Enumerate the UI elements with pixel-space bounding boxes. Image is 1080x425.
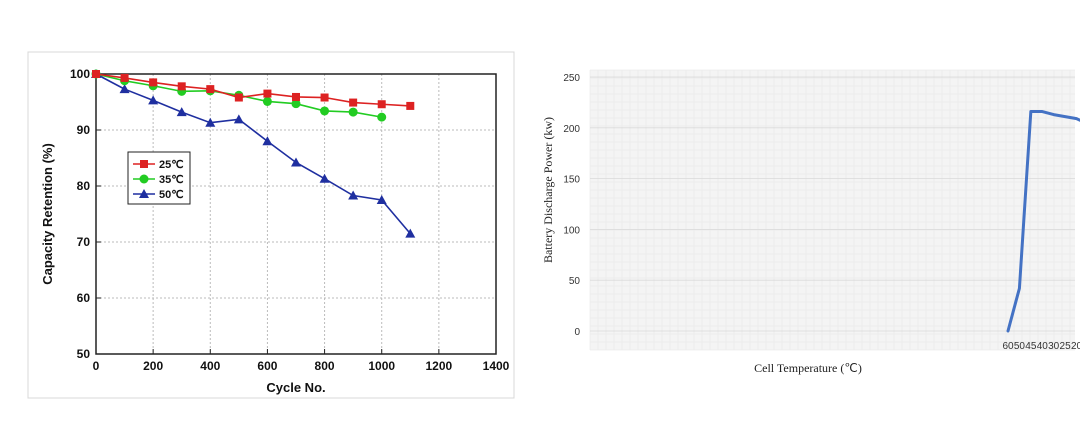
chart1-x-tick-label: 1000 (368, 359, 395, 373)
chart1-data-point-0 (320, 93, 329, 102)
chart1-data-point-2 (319, 173, 330, 183)
chart1-data-point-1 (291, 99, 301, 109)
chart2-x-axis-label: Cell Temperature (℃) (754, 361, 862, 375)
chart2-x-tick-label: 40 (1037, 341, 1049, 352)
chart1-x-tick-label: 600 (257, 359, 277, 373)
chart1-data-point-0 (377, 100, 386, 109)
chart1-x-tick-label: 200 (143, 359, 163, 373)
chart2-y-tick-label: 250 (563, 73, 580, 84)
chart2-y-tick-label: 100 (563, 225, 580, 236)
chart2-x-tick-label: 30 (1048, 341, 1060, 352)
chart1-data-point-2 (119, 84, 130, 94)
chart1-data-point-2 (148, 95, 159, 105)
chart1-legend-marker-2 (139, 189, 149, 198)
chart2-y-tick-label: 0 (574, 327, 580, 338)
chart1-data-point-0 (177, 82, 186, 91)
chart1-data-point-1 (320, 106, 330, 116)
chart2-x-tick-label: 60 (1002, 341, 1014, 352)
chart1-legend-label-0: 25℃ (159, 159, 184, 171)
chart1-x-axis-label: Cycle No. (266, 380, 325, 395)
chart1-x-tick-label: 400 (200, 359, 220, 373)
discharge-power-chart: 050100150200250-40-30-20-100102025304045… (541, 69, 1080, 375)
chart1-x-tick-label: 1400 (483, 359, 510, 373)
chart2-y-tick-label: 150 (563, 175, 580, 186)
chart1-legend-marker-1 (139, 174, 149, 184)
chart2-x-tick-label: 25 (1060, 341, 1072, 352)
chart1-y-tick-label: 90 (77, 123, 91, 137)
chart1-data-point-0 (206, 85, 215, 94)
chart1-x-tick-label: 800 (315, 359, 335, 373)
chart2-y-tick-label: 50 (569, 276, 581, 287)
chart2-x-tick-label: 45 (1025, 341, 1037, 352)
chart1-data-point-0 (406, 101, 415, 110)
chart1-data-point-1 (348, 107, 358, 117)
chart1-series-line-2 (95, 73, 411, 235)
chart1-data-point-0 (149, 78, 158, 87)
chart1-y-tick-label: 100 (70, 67, 90, 81)
chart1-data-point-2 (233, 114, 244, 124)
chart1-data-point-1 (377, 112, 387, 122)
chart2-x-tick-label: 20 (1071, 341, 1080, 352)
chart1-frame (27, 51, 515, 399)
chart1-data-point-1 (262, 96, 272, 106)
chart1-data-point-2 (376, 195, 387, 204)
chart1-series-line-0 (95, 73, 411, 107)
chart1-data-point-2 (176, 107, 187, 117)
capacity-retention-chart: 0 200 400 600 800 1000 1200 1400 50 60 70 80 90 100 2… (27, 51, 515, 399)
chart1-data-point-0 (292, 92, 300, 101)
chart1-legend-marker-0 (140, 160, 148, 168)
chart1-data-point-2 (205, 117, 216, 127)
chart1-data-point-2 (405, 228, 416, 238)
chart2-plot-background (590, 70, 1075, 350)
chart1-data-point-0 (92, 70, 100, 78)
chart1-data-point-2 (291, 157, 301, 167)
chart1-legend-label-2: 50℃ (159, 189, 184, 201)
chart1-y-tick-label: 70 (77, 235, 91, 249)
chart2-x-tick-label: 50 (1014, 341, 1026, 352)
chart1-data-point-2 (348, 190, 359, 200)
chart1-y-tick-label: 50 (77, 347, 91, 361)
chart2-y-tick-label: 200 (563, 124, 580, 135)
chart1-data-point-0 (234, 93, 243, 102)
chart1-y-tick-label: 60 (77, 291, 91, 305)
chart2-y-axis-label: Battery Discharge Power (kw) (541, 117, 555, 263)
chart1-y-tick-label: 80 (77, 179, 91, 193)
chart1-legend-label-1: 35℃ (159, 174, 184, 186)
chart1-x-tick-label: 1200 (426, 359, 453, 373)
chart1-y-axis-label: Capacity Retention (%) (40, 143, 55, 285)
chart1-data-point-0 (263, 89, 272, 98)
chart1-x-tick-label: 0 (93, 359, 100, 373)
chart1-data-point-0 (120, 73, 129, 82)
chart1-data-point-2 (262, 136, 273, 146)
chart1-plot-border (95, 73, 497, 355)
chart1-data-point-0 (349, 98, 358, 107)
chart1-legend-box (127, 151, 191, 205)
